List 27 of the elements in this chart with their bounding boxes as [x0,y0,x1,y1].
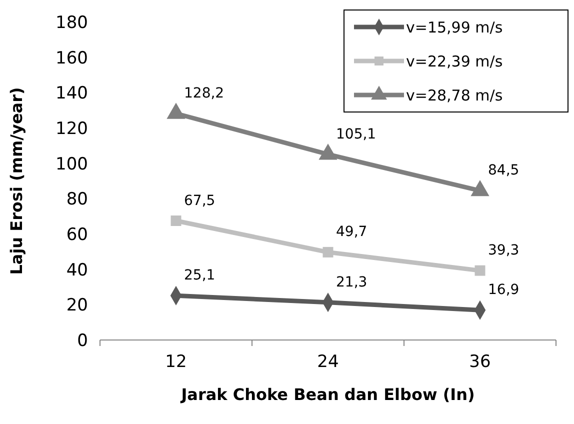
legend-label: v=28,78 m/s [406,86,503,104]
y-tick-label: 180 [56,12,88,33]
data-label: 25,1 [184,268,216,284]
data-label: 128,2 [184,86,224,102]
x-tick-label: 12 [165,352,187,372]
data-label: 39,3 [488,242,520,259]
data-label: 67,5 [184,192,216,209]
y-axis-title: Laju Erosi (mm/year) [7,87,26,275]
y-tick-label: 140 [56,84,88,104]
x-axis-title: Jarak Choke Bean dan Elbow (In) [180,385,475,404]
legend-label: v=15,99 m/s [406,18,503,36]
y-tick-label: 60 [66,224,88,245]
data-label: 16,9 [488,282,520,298]
data-label: 49,7 [336,224,368,240]
y-tick-label: 0 [77,330,88,351]
data-label: 105,1 [336,126,376,142]
y-tick-label: 160 [56,48,88,68]
y-tick-label: 100 [56,154,88,174]
y-tick-label: 40 [66,260,88,280]
y-tick-label: 20 [66,296,88,316]
x-tick-label: 24 [317,352,339,372]
y-tick-label: 80 [66,190,88,210]
y-tick-label: 120 [56,118,88,139]
legend-label: v=22,39 m/s [406,52,503,70]
data-label: 21,3 [336,274,368,290]
x-tick-label: 36 [469,352,491,372]
data-label: 84,5 [488,162,520,179]
